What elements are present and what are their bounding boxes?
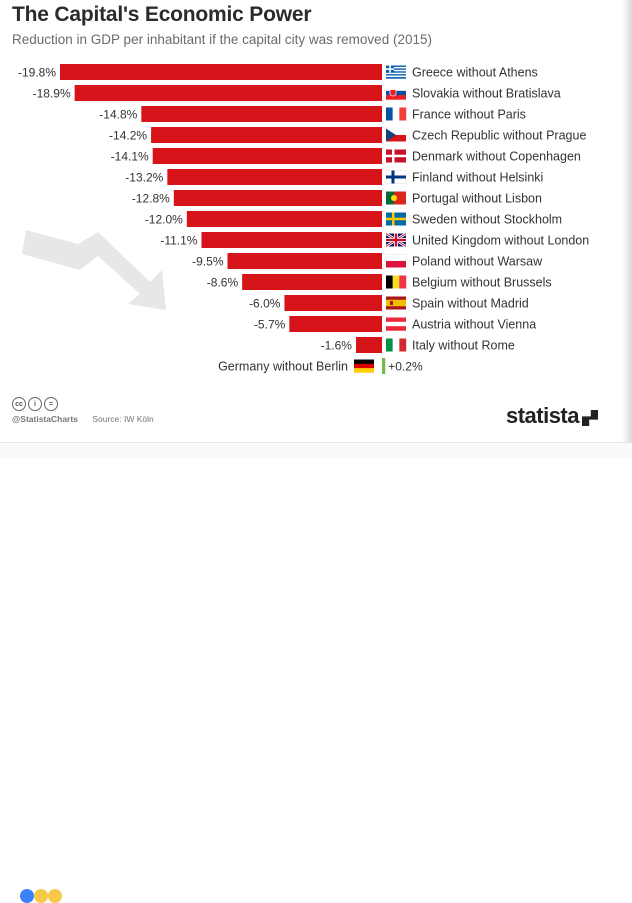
flag-poland-icon <box>385 254 407 268</box>
creative-commons-icon: cc <box>12 397 26 411</box>
bar <box>186 211 382 227</box>
statista-logo-icon <box>582 410 598 426</box>
category-label: Italy without Rome <box>412 339 515 353</box>
flag-spain-icon <box>386 296 406 310</box>
category-label: Sweden without Stockholm <box>412 213 562 227</box>
footer-attribution: cc i = @StatistaCharts Source: IW Köln <box>12 397 154 424</box>
flag-united-kingdom-icon <box>385 232 407 248</box>
bar <box>151 127 382 143</box>
value-label: -18.9% <box>33 87 71 101</box>
bar <box>382 358 386 374</box>
bar-chart: -19.8% Greece without Athens -18.9% Slovaki… <box>18 64 589 374</box>
value-label: -11.1% <box>160 234 197 248</box>
source-note: Source: IW Köln <box>92 414 154 424</box>
haha-reaction-icon[interactable] <box>34 889 48 903</box>
value-label: -6.0% <box>249 297 281 311</box>
bar <box>152 148 382 164</box>
bar <box>201 232 382 248</box>
twitter-handle: @StatistaCharts <box>12 414 78 424</box>
flag-portugal-icon <box>386 191 406 205</box>
bar <box>60 64 382 80</box>
category-label: Austria without Vienna <box>412 318 536 332</box>
bar <box>141 106 382 122</box>
value-label: -14.2% <box>109 129 147 143</box>
flag-sweden-icon <box>386 212 406 226</box>
flag-austria-icon <box>386 317 406 331</box>
infographic-card: The Capital's Economic Power Reduction i… <box>0 0 622 442</box>
value-label: -12.8% <box>132 192 170 206</box>
category-label: United Kingdom without London <box>412 234 589 248</box>
flag-france-icon <box>386 107 407 121</box>
bar <box>284 295 382 311</box>
bar <box>167 169 382 185</box>
value-label: -13.2% <box>125 171 163 185</box>
flag-czech-republic-icon <box>386 128 406 142</box>
bar <box>355 337 382 353</box>
flag-germany-icon <box>354 359 374 373</box>
flag-finland-icon <box>385 170 407 184</box>
bar <box>173 190 382 206</box>
category-label: Belgium without Brussels <box>412 276 552 290</box>
value-label: +0.2% <box>388 360 423 374</box>
logo-text: statista <box>505 403 580 428</box>
flag-greece-icon <box>386 65 406 79</box>
no-derivatives-icon: = <box>44 397 58 411</box>
value-label: -5.7% <box>254 318 286 332</box>
value-label: -9.5% <box>192 255 224 269</box>
value-label: -14.1% <box>111 150 149 164</box>
value-label: -12.0% <box>145 213 183 227</box>
bar <box>242 274 382 290</box>
category-label: France without Paris <box>412 108 526 122</box>
reaction-strip <box>0 442 632 903</box>
statista-logo: statista <box>506 403 598 429</box>
chart-title: The Capital's Economic Power <box>12 3 312 26</box>
category-label: Greece without Athens <box>412 66 538 80</box>
category-label: Poland without Warsaw <box>412 255 543 269</box>
flag-italy-icon <box>386 338 407 352</box>
attribution-icon: i <box>28 397 42 411</box>
category-label: Denmark without Copenhagen <box>412 150 581 164</box>
flag-slovakia-icon <box>386 86 406 100</box>
category-label: Finland without Helsinki <box>412 171 543 185</box>
category-label: Slovakia without Bratislava <box>412 87 561 101</box>
category-label: Spain without Madrid <box>412 297 529 311</box>
bar <box>74 85 383 101</box>
flag-belgium-icon <box>386 275 407 289</box>
category-label: Germany without Berlin <box>218 360 348 374</box>
category-label: Portugal without Lisbon <box>412 192 542 206</box>
value-label: -19.8% <box>18 66 56 80</box>
background-arrow-icon <box>22 230 166 310</box>
license-icons: cc i = <box>12 397 154 411</box>
page-edge-shadow <box>622 0 632 457</box>
wow-reaction-icon[interactable] <box>48 889 62 903</box>
bar <box>227 253 382 269</box>
like-reaction-icon[interactable] <box>20 889 34 903</box>
value-label: -14.8% <box>99 108 137 122</box>
bar <box>289 316 382 332</box>
category-label: Czech Republic without Prague <box>412 129 586 143</box>
flag-denmark-icon <box>386 149 406 163</box>
value-label: -8.6% <box>207 276 239 290</box>
value-label: -1.6% <box>321 339 353 353</box>
chart-subtitle: Reduction in GDP per inhabitant if the c… <box>12 32 432 47</box>
